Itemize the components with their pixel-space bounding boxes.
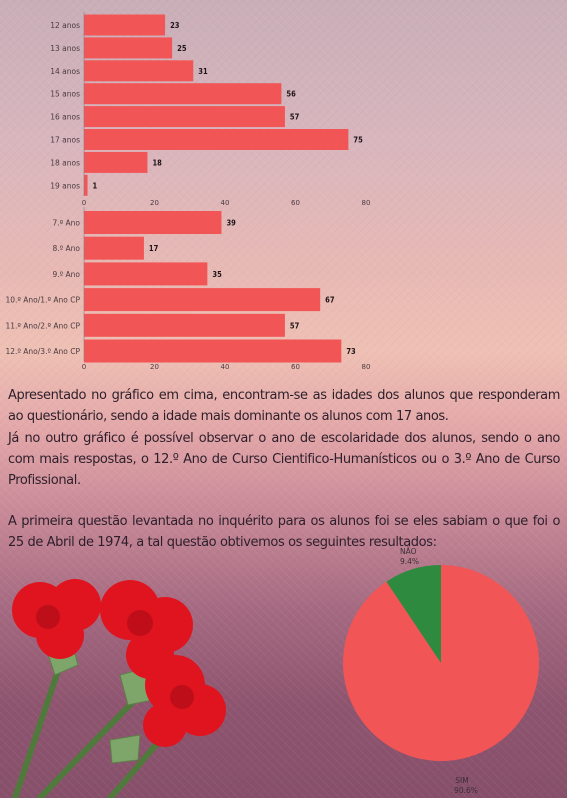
value-label: 75 [353, 136, 363, 145]
bar [84, 288, 321, 312]
bar [84, 60, 194, 82]
bar [84, 211, 222, 234]
paragraph-school-year-summary: Já no outro gráfico é possível observar … [8, 431, 560, 488]
value-label: 56 [286, 90, 296, 99]
slice-percent-label: 9.4% [400, 557, 419, 566]
bar [84, 129, 349, 150]
school-year-bar-chart: 7.º Ano 39 8.º Ano 17 9.º Ano 35 10.º Ano/1.º … [5, 207, 371, 371]
age-bar-chart: 12 anos 23 13 anos 25 14 anos 31 15 anos 56 16 a… [50, 12, 371, 207]
value-label: 35 [212, 270, 222, 279]
x-tick-label: 40 [221, 199, 230, 207]
slice-label: SIM [455, 776, 468, 785]
category-label: 19 anos [50, 181, 80, 190]
category-label: 12 anos [50, 21, 80, 30]
x-tick-label: 60 [291, 199, 300, 207]
value-label: 57 [290, 113, 300, 122]
x-tick-label: 20 [150, 199, 159, 207]
x-tick-label: 60 [291, 363, 300, 371]
x-tick-label: 80 [362, 199, 371, 207]
category-label: 7.º Ano [52, 219, 80, 228]
value-label: 73 [346, 347, 356, 356]
bar [84, 174, 88, 196]
category-label: 10.º Ano/1.º Ano CP [5, 296, 80, 305]
bar [84, 151, 148, 173]
category-label: 12.º Ano/3.º Ano CP [5, 347, 80, 356]
value-label: 67 [325, 296, 335, 305]
value-label: 17 [149, 244, 159, 253]
bar [84, 236, 144, 260]
category-label: 8.º Ano [52, 244, 80, 253]
value-label: 1 [93, 181, 98, 190]
category-label: 15 anos [50, 90, 80, 99]
bar [84, 106, 285, 128]
paragraph-question-intro: A primeira questão levantada no inquérit… [8, 514, 560, 550]
slice-percent-label: 90.6% [454, 786, 478, 795]
category-label: 9.º Ano [52, 270, 80, 279]
slice-label: NÃO [400, 547, 417, 556]
category-label: 14 anos [50, 67, 80, 76]
paragraph-age-summary: Apresentado no gráfico em cima, encontra… [8, 388, 560, 424]
category-label: 18 anos [50, 158, 80, 167]
bar [84, 262, 208, 286]
category-label: 16 anos [50, 113, 80, 122]
bar [84, 313, 285, 337]
value-label: 31 [198, 67, 208, 76]
category-label: 11.º Ano/2.º Ano CP [5, 321, 80, 330]
value-label: 18 [152, 158, 162, 167]
value-label: 23 [170, 21, 180, 30]
bar [84, 339, 342, 363]
value-label: 57 [290, 321, 300, 330]
x-tick-label: 80 [362, 363, 371, 371]
carnation-flower-image [12, 579, 226, 798]
value-label: 25 [177, 44, 187, 53]
bar [84, 83, 282, 105]
x-tick-label: 20 [150, 363, 159, 371]
bar [84, 14, 166, 36]
category-label: 17 anos [50, 136, 80, 145]
category-label: 13 anos [50, 44, 80, 53]
x-tick-label: 0 [82, 363, 86, 371]
pie-slice-não [386, 565, 441, 663]
x-tick-label: 0 [82, 199, 86, 207]
x-tick-label: 40 [221, 363, 230, 371]
value-label: 39 [226, 219, 236, 228]
bar [84, 37, 173, 59]
